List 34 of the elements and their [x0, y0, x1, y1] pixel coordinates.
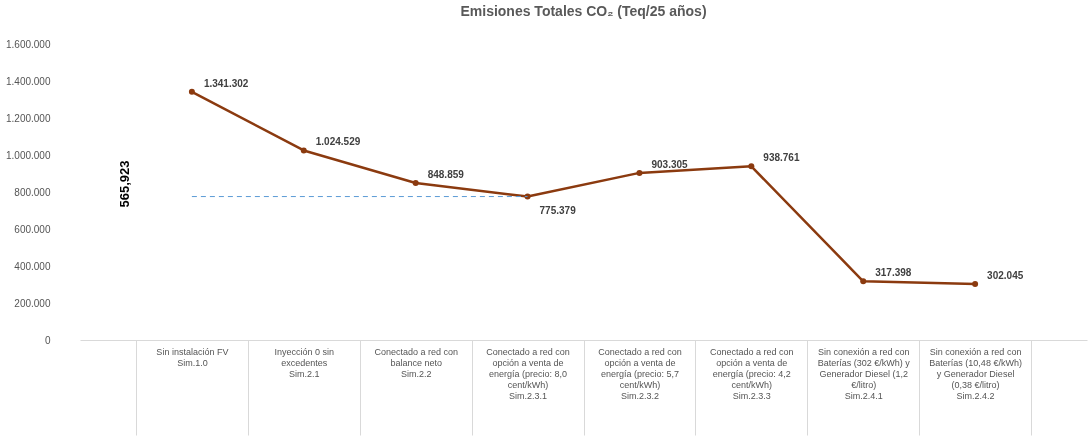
x-tick-label: Sin conexión a red con Baterías (302 €/kWh) y Generador Diesel (1,2 €/litro) Sim.2.4.1 — [817, 346, 911, 401]
x-tick-label: Conectado a red con opción a venta de energía (precio: 8,0 cent/kWh) Sim.2.3.1 — [486, 346, 570, 401]
data-label: 1.024.529 — [315, 136, 361, 148]
y-tick-label: 600.000 — [14, 223, 51, 235]
data-label: 903.305 — [651, 158, 689, 170]
point — [188, 88, 195, 95]
data-label: 848.859 — [427, 168, 465, 180]
point — [972, 281, 979, 288]
x-tick-label: Conectado a red con balance neto Sim.2.2 — [374, 346, 458, 379]
point — [412, 179, 419, 186]
y-tick-label: 800.000 — [14, 186, 51, 198]
y-tick-label: 1.000.000 — [6, 149, 51, 161]
annotation: 565,923 — [117, 160, 132, 208]
y-tick-label: 1.400.000 — [6, 75, 51, 87]
chart-title: Emisiones Totales CO₂ (Teq/25 años) — [460, 3, 707, 19]
y-tick-label: 0 — [44, 334, 51, 346]
point — [300, 147, 307, 154]
x-tick-label: Inyección 0 sin excedentes Sim.2.1 — [274, 346, 335, 379]
point — [636, 169, 643, 176]
x-tick-label: Conectado a red con opción a venta de energía (precio: 5,7 cent/kWh) Sim.2.3.2 — [598, 346, 682, 401]
x-tick-label: Conectado a red con opción a venta de energía (precio: 4,2 cent/kWh) Sim.2.3.3 — [710, 346, 794, 401]
y-tick-label: 1.200.000 — [6, 112, 51, 124]
data-label: 302.045 — [987, 270, 1024, 282]
point — [748, 163, 755, 170]
x-tick-label: Sin conexión a red con Baterías (10,48 €/kWh) y Generador Diesel (0,38 €/litro) Sim.2.4.2 — [929, 346, 1022, 401]
data-label: 775.379 — [539, 204, 577, 216]
y-tick-label: 200.000 — [14, 297, 51, 309]
y-tick-label: 1.600.000 — [6, 38, 51, 50]
y-tick-label: 400.000 — [14, 260, 51, 272]
point — [860, 278, 867, 285]
x-tick-label: Sin instalación FV Sim.1.0 — [156, 346, 229, 368]
data-label: 317.398 — [875, 267, 912, 279]
data-label: 1.341.302 — [203, 77, 249, 89]
data-label: 938.761 — [763, 152, 800, 164]
